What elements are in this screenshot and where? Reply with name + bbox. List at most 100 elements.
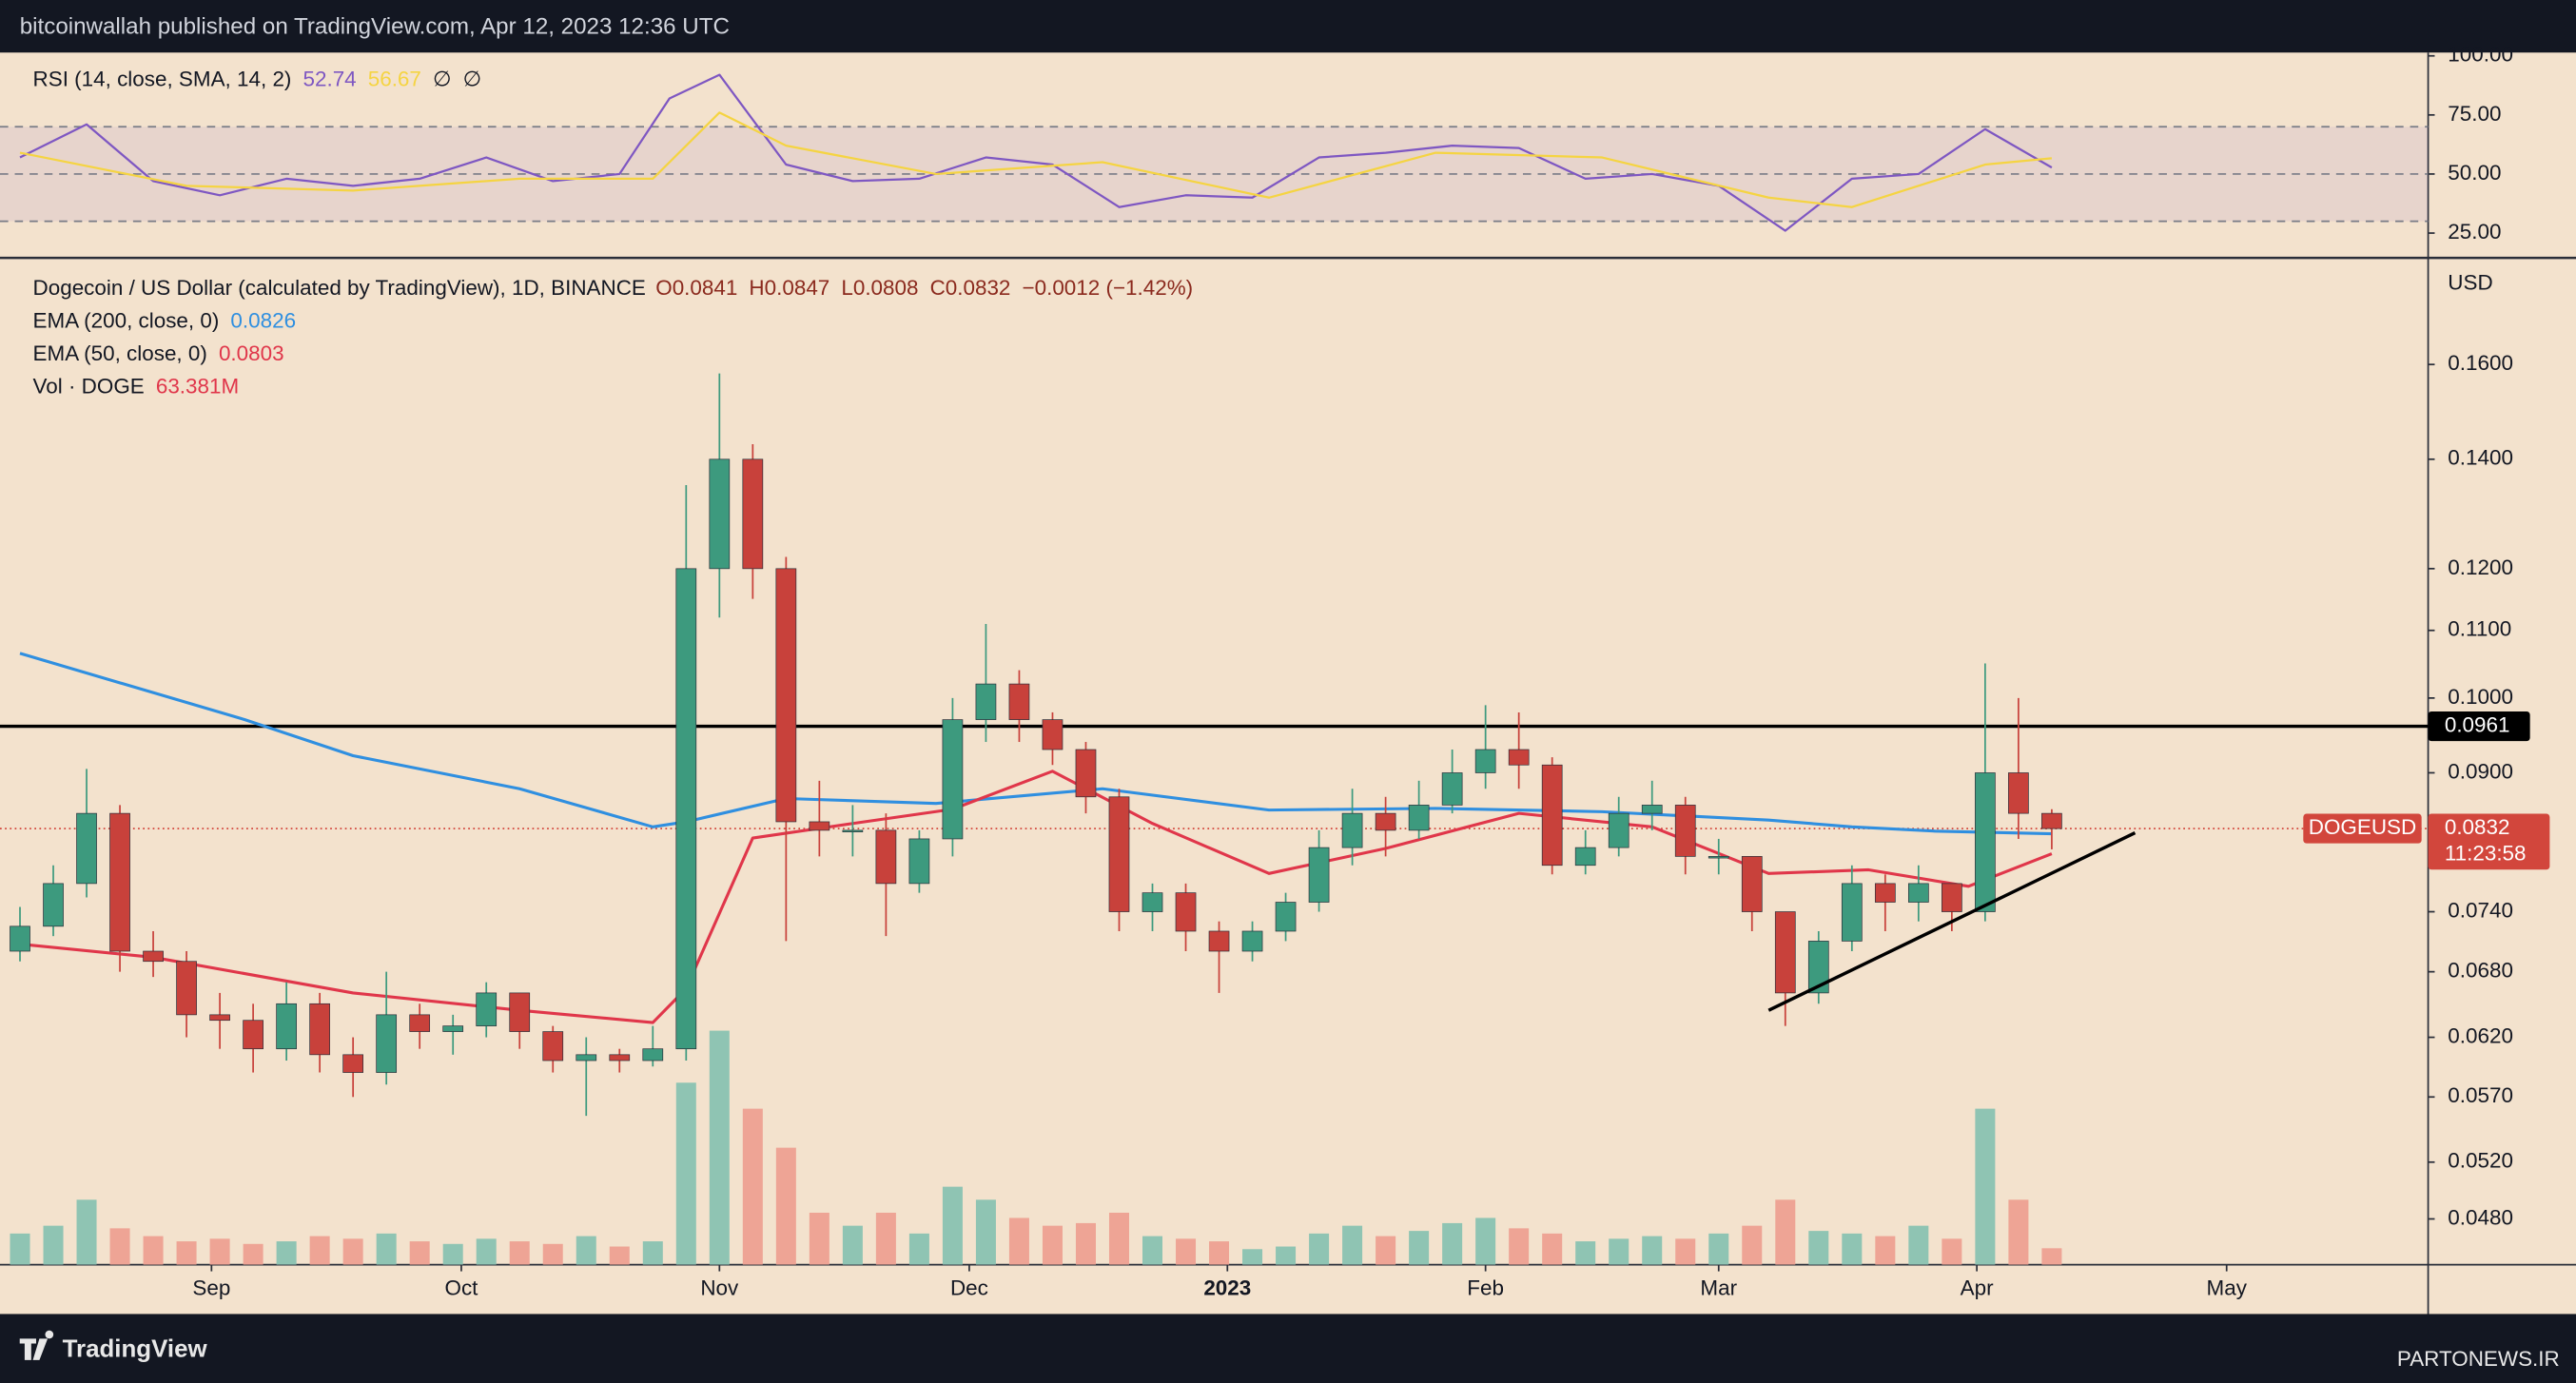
candle-body (109, 812, 130, 952)
volume-bar (476, 1238, 497, 1265)
y-tick-label: 75.00 (2448, 102, 2501, 126)
candle-body (276, 1003, 297, 1050)
candle-body (1541, 764, 1563, 867)
volume-bar (442, 1243, 463, 1265)
x-tick-label: Apr (1961, 1276, 1994, 1300)
volume-bar (1509, 1228, 1530, 1265)
y-tick-label: 0.0480 (2448, 1205, 2513, 1229)
price-tag-label: 0.0832 (2445, 815, 2510, 839)
volume-bar (176, 1241, 197, 1265)
candle-body (842, 829, 864, 832)
symbol-tag-label: DOGEUSD (2309, 815, 2416, 839)
x-tick-label: Oct (444, 1276, 478, 1300)
volume-bar (576, 1236, 596, 1265)
volume-bar (975, 1199, 996, 1265)
level-tag (2428, 711, 2530, 742)
volume-bar (376, 1233, 397, 1265)
rsi-legend-title: RSI (14, close, SMA, 14, 2) (33, 68, 292, 91)
volume-bar (1642, 1236, 1663, 1265)
volume-bar (1542, 1233, 1563, 1265)
candle-body (1942, 883, 1962, 912)
volume-bar (1808, 1231, 1829, 1265)
candle-body (1408, 805, 1430, 831)
series-line (1767, 831, 2137, 1012)
candle-body (1375, 812, 1396, 831)
volume-bar (1176, 1238, 1197, 1265)
volume-bar (709, 1030, 730, 1265)
volume-bar (742, 1108, 763, 1265)
candle-body (76, 812, 97, 885)
volume-bar (1108, 1212, 1129, 1265)
candle-body (742, 458, 764, 570)
candle-body (342, 1054, 364, 1073)
volume-bar (1475, 1217, 1496, 1265)
chart-background (0, 52, 2576, 1315)
x-tick-label: Dec (950, 1276, 988, 1300)
ema-legend-value: 0.0803 (219, 341, 284, 365)
candle-body (209, 1014, 230, 1022)
candle-body (243, 1020, 263, 1050)
volume-bar (609, 1246, 630, 1265)
candle-body (809, 821, 830, 831)
volume-bar (1842, 1233, 1863, 1265)
x-tick-label: Mar (1700, 1276, 1737, 1300)
candle-body (143, 950, 164, 963)
volume-bar (109, 1228, 130, 1265)
volume-bar (675, 1082, 696, 1265)
candle-body (476, 992, 498, 1026)
candle-body (1741, 856, 1763, 912)
ohlc-change: −0.0012 (−1.42%) (1023, 276, 1194, 300)
volume-bar (2008, 1199, 2029, 1265)
volume-bar (409, 1241, 430, 1265)
candle-body (2041, 812, 2062, 829)
volume-bar (1609, 1238, 1630, 1265)
candle-body (1175, 892, 1197, 932)
series-line (19, 652, 2052, 836)
candle-body (1241, 930, 1263, 952)
volume-bar (875, 1212, 896, 1265)
level-tag-label: 0.0961 (2445, 712, 2510, 736)
candle-body (1574, 847, 1596, 867)
y-tick-label: 0.0740 (2448, 898, 2513, 922)
y-tick-label: 100.00 (2448, 43, 2513, 67)
volume-bar (1075, 1222, 1096, 1265)
y-tick-label: 0.1100 (2448, 617, 2511, 641)
candle-body (1075, 749, 1097, 798)
volume-bar (209, 1238, 230, 1265)
pane (0, 373, 2429, 1265)
candle-body (409, 1014, 431, 1032)
volume-bar (1142, 1236, 1163, 1265)
volume-bar (775, 1147, 796, 1265)
x-tick-label: 2023 (1203, 1276, 1251, 1300)
y-tick-label: 0.0620 (2448, 1023, 2513, 1047)
volume-bar (1276, 1246, 1297, 1265)
candle-body (1975, 772, 1996, 912)
candle-body (1841, 883, 1863, 942)
volume-bar (1376, 1236, 1396, 1265)
y-tick-label: 0.0570 (2448, 1083, 2513, 1107)
volume-bar (1008, 1217, 1029, 1265)
candle-body (1807, 941, 1829, 994)
candle-body (1108, 796, 1130, 912)
volume-bar (143, 1236, 164, 1265)
volume-bar (1875, 1236, 1896, 1265)
bottom-bar (0, 1314, 2576, 1383)
candle-body (509, 992, 531, 1032)
y-tick-label: 50.00 (2448, 161, 2501, 185)
volume-bar (1042, 1225, 1063, 1265)
candle-body (875, 829, 897, 885)
volume-bar (509, 1241, 530, 1265)
volume-bar (942, 1186, 963, 1265)
volume-bar (1209, 1241, 1230, 1265)
candle-body (1774, 911, 1796, 994)
candle-body (975, 683, 997, 720)
ema-legend-name: EMA (50, close, 0) (33, 341, 207, 365)
ohlc-label: C0.0832 (930, 276, 1011, 300)
rsi-legend-value: 52.74 (303, 68, 357, 91)
volume-bar (43, 1225, 64, 1265)
candle-body (1208, 930, 1230, 952)
tradingview-logo-icon (19, 1330, 54, 1360)
y-tick-label: 0.0900 (2448, 759, 2513, 783)
y-tick-label: 0.1400 (2448, 446, 2513, 470)
